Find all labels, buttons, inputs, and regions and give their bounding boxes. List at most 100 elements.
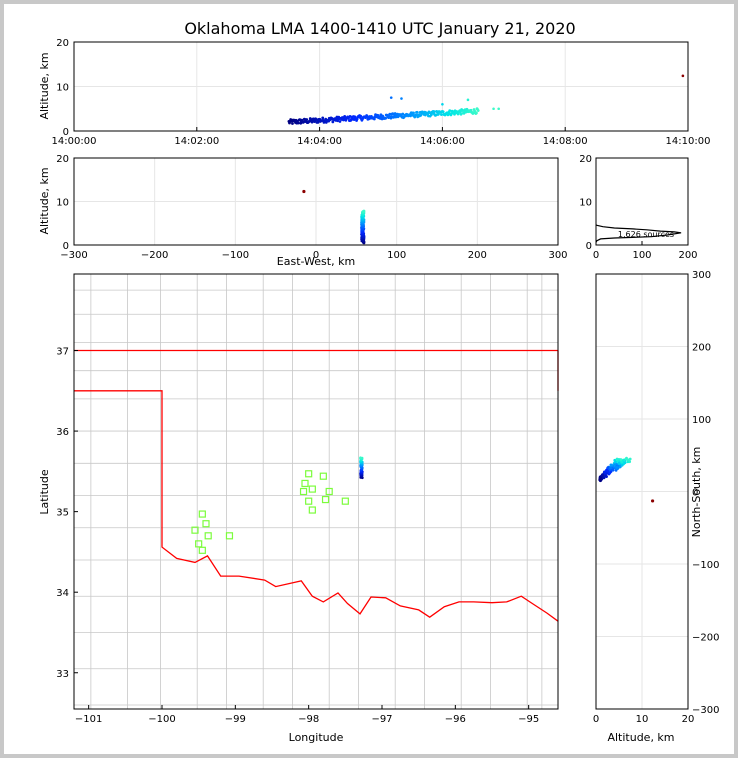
source-point [343, 114, 347, 118]
time-height-panel: 14:00:00 14:02:00 14:04:00 14:06:00 14:08:00… [38, 38, 710, 147]
altitude-tick-label: 10 [579, 198, 592, 209]
time-tick-label: 14:04:00 [297, 136, 342, 147]
ew-altitude-plot: −300 −200 −100 0 100 200 300 0 10 20 [56, 154, 567, 261]
longitude-tick-label: −99 [225, 714, 246, 725]
altitude-tick-label: 10 [56, 83, 69, 94]
source-point [441, 103, 444, 106]
source-point [331, 120, 335, 124]
source-point [459, 112, 463, 116]
source-point [359, 456, 362, 459]
source-point [440, 113, 443, 117]
lma-station [319, 472, 327, 480]
source-point [606, 469, 610, 473]
time-height-frame [73, 41, 689, 132]
altitude-ns-xlabel: Altitude, km [607, 731, 674, 744]
source-point [429, 113, 433, 117]
plan-view-plot: −101 −100 −99 −98 −97 −96 −95 33 34 35 36 37 [56, 274, 559, 725]
altitude-tick-label: 0 [586, 241, 592, 252]
altitude-ns-frame [595, 273, 689, 710]
outlier-point [650, 499, 655, 503]
source-point [456, 112, 460, 116]
lma-station [308, 485, 316, 493]
source-point [615, 466, 618, 469]
altitude-ns-ylabel: North-South, km [690, 447, 703, 538]
latitude-tick-label: 36 [56, 427, 69, 438]
source-point [492, 107, 495, 111]
plan-view-ylabel: Latitude [38, 469, 51, 515]
ew-tick-label: 200 [468, 250, 487, 261]
lma-station [305, 497, 313, 505]
source-point [606, 466, 610, 470]
source-point [412, 111, 415, 115]
ns-tick-label: −300 [692, 705, 719, 716]
source-count-label: 1,626 sources [618, 230, 674, 239]
altitude-ns-panel: 0 10 20−300 −200 −100 0 100 200 300 Altitude, km… [593, 270, 720, 744]
altitude-tick-label: 20 [579, 154, 592, 165]
longitude-tick-label: −97 [371, 714, 392, 725]
source-point [628, 457, 632, 461]
time-tick-label: 14:06:00 [420, 136, 465, 147]
ew-tick-label: −200 [141, 250, 168, 261]
time-tick-label: 14:08:00 [543, 136, 588, 147]
ew-tick-label: −300 [60, 250, 87, 261]
source-point [362, 209, 366, 213]
source-point [305, 118, 309, 121]
latitude-tick-label: 33 [56, 669, 69, 680]
lma-station [301, 479, 309, 488]
lma-station [225, 532, 234, 540]
source-point [603, 474, 607, 478]
source-point [432, 110, 436, 114]
source-point [391, 112, 395, 116]
source-point [338, 120, 342, 123]
ew-tick-label: 0 [313, 250, 319, 261]
histogram-tick-label: 200 [678, 250, 697, 261]
lma-figure: Oklahoma LMA 1400-1410 UTC January 21, 2… [38, 19, 720, 744]
ew-tick-label: −100 [222, 250, 249, 261]
source-point [389, 96, 393, 99]
altitude-histogram-plot: 0 100 200 0 10 20 [579, 154, 697, 261]
ew-altitude-ylabel: Altitude, km [38, 167, 51, 234]
altitude-tick-label: 20 [56, 38, 69, 49]
source-point [400, 97, 403, 100]
latitude-tick-label: 37 [56, 347, 69, 358]
lma-station [325, 487, 333, 496]
lma-station [308, 506, 316, 514]
outlier-point [302, 189, 306, 194]
figure-title: Oklahoma LMA 1400-1410 UTC January 21, 2… [184, 19, 575, 38]
source-point [296, 121, 300, 125]
ew-tick-label: 100 [387, 250, 406, 261]
ns-tick-label: −200 [692, 633, 719, 644]
ns-tick-label: 100 [692, 415, 711, 426]
longitude-tick-label: −101 [75, 714, 102, 725]
ew-altitude-panel: −300 −200 −100 0 100 200 300 0 10 20 Altitude, km… [38, 154, 568, 268]
source-point [475, 111, 478, 115]
altitude-tick-label: 10 [56, 198, 69, 209]
longitude-tick-label: −98 [298, 714, 319, 725]
lma-station [202, 520, 210, 528]
plan-view-axes [74, 274, 558, 709]
plan-view-panel: −101 −100 −99 −98 −97 −96 −95 33 34 35 36 37 Latitu… [38, 273, 559, 744]
lma-station [195, 540, 203, 548]
lma-station [191, 526, 199, 534]
ns-tick-label: 200 [692, 343, 711, 354]
longitude-tick-label: −96 [445, 714, 466, 725]
source-point [291, 122, 294, 125]
state-border [74, 390, 559, 622]
altitude-histogram-frame [595, 157, 689, 246]
source-point [599, 476, 602, 480]
altitude-tick-label: 0 [63, 127, 69, 138]
figure-canvas: Oklahoma LMA 1400-1410 UTC January 21, 2… [4, 4, 734, 754]
plan-view-xlabel: Longitude [289, 731, 344, 744]
altitude-profile-line [595, 224, 682, 243]
ns-tick-label: 300 [692, 270, 711, 281]
altitude-tick-label: 10 [636, 714, 649, 725]
histogram-tick-label: 0 [593, 250, 599, 261]
source-point [441, 110, 445, 114]
lma-station [198, 510, 206, 518]
histogram-tick-label: 100 [632, 250, 651, 261]
altitude-tick-label: 20 [682, 714, 695, 725]
source-point [617, 461, 621, 465]
source-point [609, 466, 613, 470]
altitude-tick-label: 20 [56, 154, 69, 165]
source-point [681, 74, 685, 78]
